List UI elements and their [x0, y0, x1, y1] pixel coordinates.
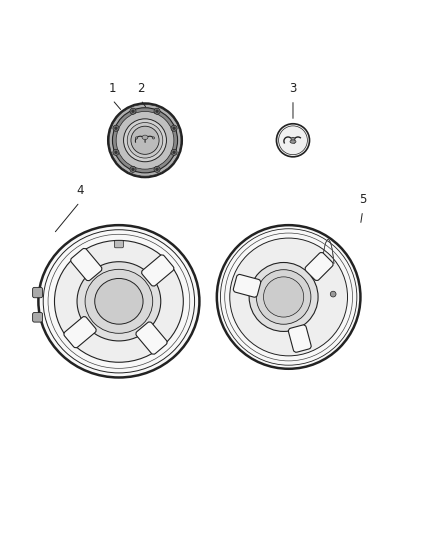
Circle shape: [171, 125, 177, 131]
Ellipse shape: [54, 240, 184, 362]
Circle shape: [108, 103, 182, 177]
FancyBboxPatch shape: [71, 248, 102, 281]
FancyBboxPatch shape: [305, 252, 333, 281]
Ellipse shape: [77, 262, 161, 341]
FancyBboxPatch shape: [233, 274, 261, 297]
Circle shape: [171, 149, 177, 155]
FancyBboxPatch shape: [114, 240, 124, 248]
Circle shape: [217, 225, 360, 369]
Text: 1: 1: [109, 82, 116, 94]
Ellipse shape: [95, 278, 143, 324]
Circle shape: [113, 149, 119, 155]
Ellipse shape: [142, 135, 148, 140]
Text: 5: 5: [359, 192, 366, 206]
Circle shape: [249, 262, 318, 332]
Circle shape: [173, 151, 176, 154]
Circle shape: [264, 277, 304, 317]
Circle shape: [113, 125, 119, 131]
FancyBboxPatch shape: [64, 317, 96, 348]
Circle shape: [131, 168, 134, 171]
Circle shape: [155, 168, 159, 171]
Circle shape: [130, 108, 136, 114]
Circle shape: [256, 270, 311, 324]
Circle shape: [114, 126, 118, 130]
Circle shape: [276, 124, 310, 157]
Ellipse shape: [291, 138, 295, 141]
Text: 2: 2: [137, 82, 145, 94]
Circle shape: [154, 108, 160, 114]
Ellipse shape: [85, 269, 153, 333]
FancyBboxPatch shape: [136, 322, 167, 354]
Circle shape: [230, 238, 347, 356]
Ellipse shape: [290, 140, 296, 143]
Circle shape: [124, 119, 166, 161]
Circle shape: [131, 110, 134, 113]
Circle shape: [113, 108, 177, 173]
Text: 4: 4: [76, 184, 84, 197]
FancyBboxPatch shape: [32, 287, 42, 298]
Ellipse shape: [39, 225, 199, 377]
Circle shape: [155, 110, 159, 113]
Circle shape: [114, 151, 118, 154]
Circle shape: [330, 291, 336, 297]
FancyBboxPatch shape: [141, 255, 174, 286]
Circle shape: [154, 166, 160, 172]
Circle shape: [131, 126, 159, 155]
Circle shape: [130, 166, 136, 172]
Circle shape: [152, 137, 155, 139]
Circle shape: [135, 137, 138, 139]
Circle shape: [116, 111, 174, 169]
FancyBboxPatch shape: [32, 312, 42, 322]
Circle shape: [173, 126, 176, 130]
Text: 3: 3: [290, 82, 297, 94]
FancyBboxPatch shape: [288, 325, 311, 352]
Circle shape: [127, 123, 163, 158]
